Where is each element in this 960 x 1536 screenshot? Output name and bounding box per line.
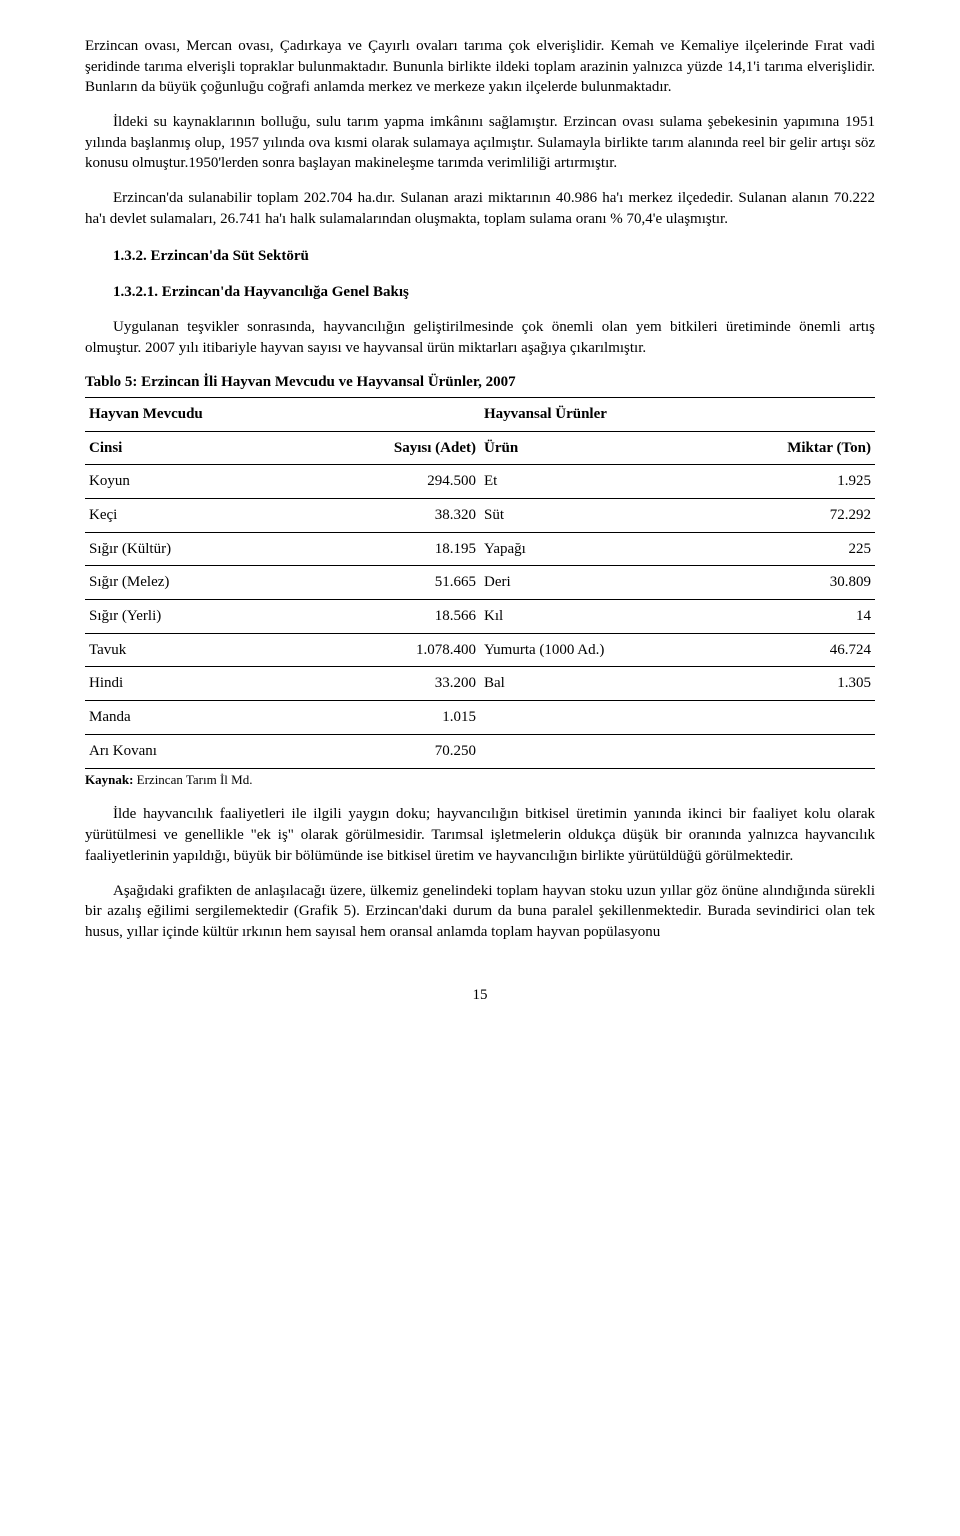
cell-sayisi: 1.015 [306,701,480,735]
table-row: Keçi 38.320 Süt 72.292 [85,499,875,533]
paragraph-3: Erzincan'da sulanabilir toplam 202.704 h… [85,188,875,229]
paragraph-2: İldeki su kaynaklarının bolluğu, sulu ta… [85,112,875,174]
cell-miktar: 72.292 [701,499,875,533]
cell-cinsi: Manda [85,701,306,735]
cell-cinsi: Hindi [85,667,306,701]
cell-sayisi: 294.500 [306,465,480,499]
table-row: Sığır (Kültür) 18.195 Yapağı 225 [85,532,875,566]
cell-miktar: 1.305 [701,667,875,701]
cell-sayisi: 18.566 [306,600,480,634]
table-row: Koyun 294.500 Et 1.925 [85,465,875,499]
col-header-miktar: Miktar (Ton) [701,431,875,465]
paragraph-1: Erzincan ovası, Mercan ovası, Çadırkaya … [85,36,875,98]
cell-cinsi: Koyun [85,465,306,499]
table-row: Hindi 33.200 Bal 1.305 [85,667,875,701]
cell-urun [480,701,701,735]
cell-urun: Et [480,465,701,499]
table-body: Koyun 294.500 Et 1.925 Keçi 38.320 Süt 7… [85,465,875,768]
table-row: Sığır (Yerli) 18.566 Kıl 14 [85,600,875,634]
table-row: Manda 1.015 [85,701,875,735]
group-header-left: Hayvan Mevcudu [85,397,480,431]
cell-urun: Yumurta (1000 Ad.) [480,633,701,667]
section-heading-1: 1.3.2. Erzincan'da Süt Sektörü [85,246,875,267]
group-header-right: Hayvansal Ürünler [480,397,875,431]
cell-urun: Bal [480,667,701,701]
table-row: Tavuk 1.078.400 Yumurta (1000 Ad.) 46.72… [85,633,875,667]
livestock-table: Hayvan Mevcudu Hayvansal Ürünler Cinsi S… [85,397,875,769]
cell-sayisi: 51.665 [306,566,480,600]
col-header-sayisi: Sayısı (Adet) [306,431,480,465]
cell-miktar: 1.925 [701,465,875,499]
cell-miktar: 30.809 [701,566,875,600]
cell-sayisi: 18.195 [306,532,480,566]
cell-urun [480,734,701,768]
col-header-urun: Ürün [480,431,701,465]
cell-urun: Deri [480,566,701,600]
source-label: Kaynak: [85,772,133,787]
cell-miktar [701,734,875,768]
cell-miktar: 225 [701,532,875,566]
cell-miktar: 14 [701,600,875,634]
cell-miktar [701,701,875,735]
paragraph-5: İlde hayvancılık faaliyetleri ile ilgili… [85,804,875,866]
cell-cinsi: Keçi [85,499,306,533]
cell-cinsi: Sığır (Melez) [85,566,306,600]
table-row: Arı Kovanı 70.250 [85,734,875,768]
cell-cinsi: Sığır (Kültür) [85,532,306,566]
cell-cinsi: Sığır (Yerli) [85,600,306,634]
paragraph-4: Uygulanan teşvikler sonrasında, hayvancı… [85,317,875,358]
table-title: Tablo 5: Erzincan İli Hayvan Mevcudu ve … [85,372,875,393]
cell-sayisi: 38.320 [306,499,480,533]
table-source: Kaynak: Erzincan Tarım İl Md. [85,771,875,789]
cell-urun: Yapağı [480,532,701,566]
cell-cinsi: Tavuk [85,633,306,667]
table-row: Sığır (Melez) 51.665 Deri 30.809 [85,566,875,600]
source-text: Erzincan Tarım İl Md. [133,772,252,787]
cell-sayisi: 70.250 [306,734,480,768]
cell-cinsi: Arı Kovanı [85,734,306,768]
section-heading-2: 1.3.2.1. Erzincan'da Hayvancılığa Genel … [85,282,875,303]
cell-urun: Süt [480,499,701,533]
cell-miktar: 46.724 [701,633,875,667]
page-number: 15 [85,985,875,1006]
col-header-cinsi: Cinsi [85,431,306,465]
paragraph-6: Aşağıdaki grafikten de anlaşılacağı üzer… [85,881,875,943]
cell-sayisi: 33.200 [306,667,480,701]
cell-urun: Kıl [480,600,701,634]
cell-sayisi: 1.078.400 [306,633,480,667]
